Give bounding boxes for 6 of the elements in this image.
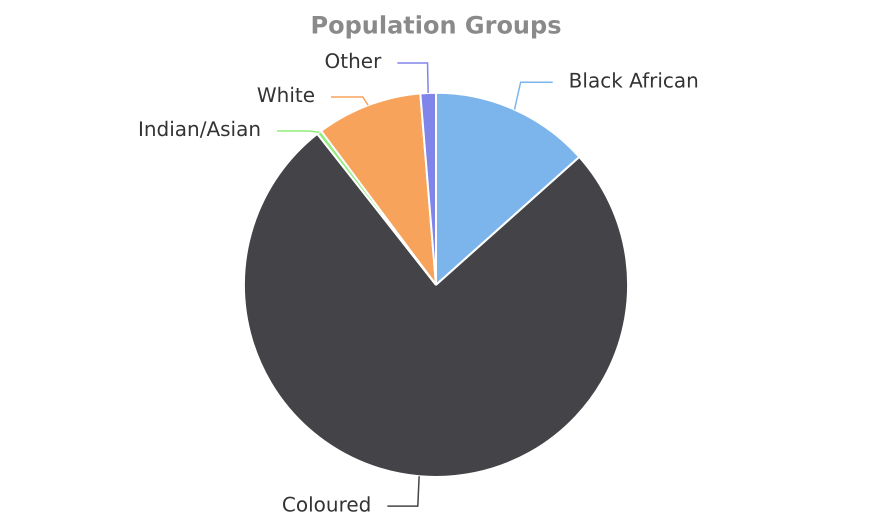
slice-label: Indian/Asian xyxy=(138,117,262,142)
slice-label: Coloured xyxy=(282,492,372,516)
slice-label: White xyxy=(256,83,316,108)
slice-label: Black African xyxy=(568,68,699,92)
slice-label: Other xyxy=(324,49,382,74)
chart-title: Population Groups xyxy=(310,12,562,40)
